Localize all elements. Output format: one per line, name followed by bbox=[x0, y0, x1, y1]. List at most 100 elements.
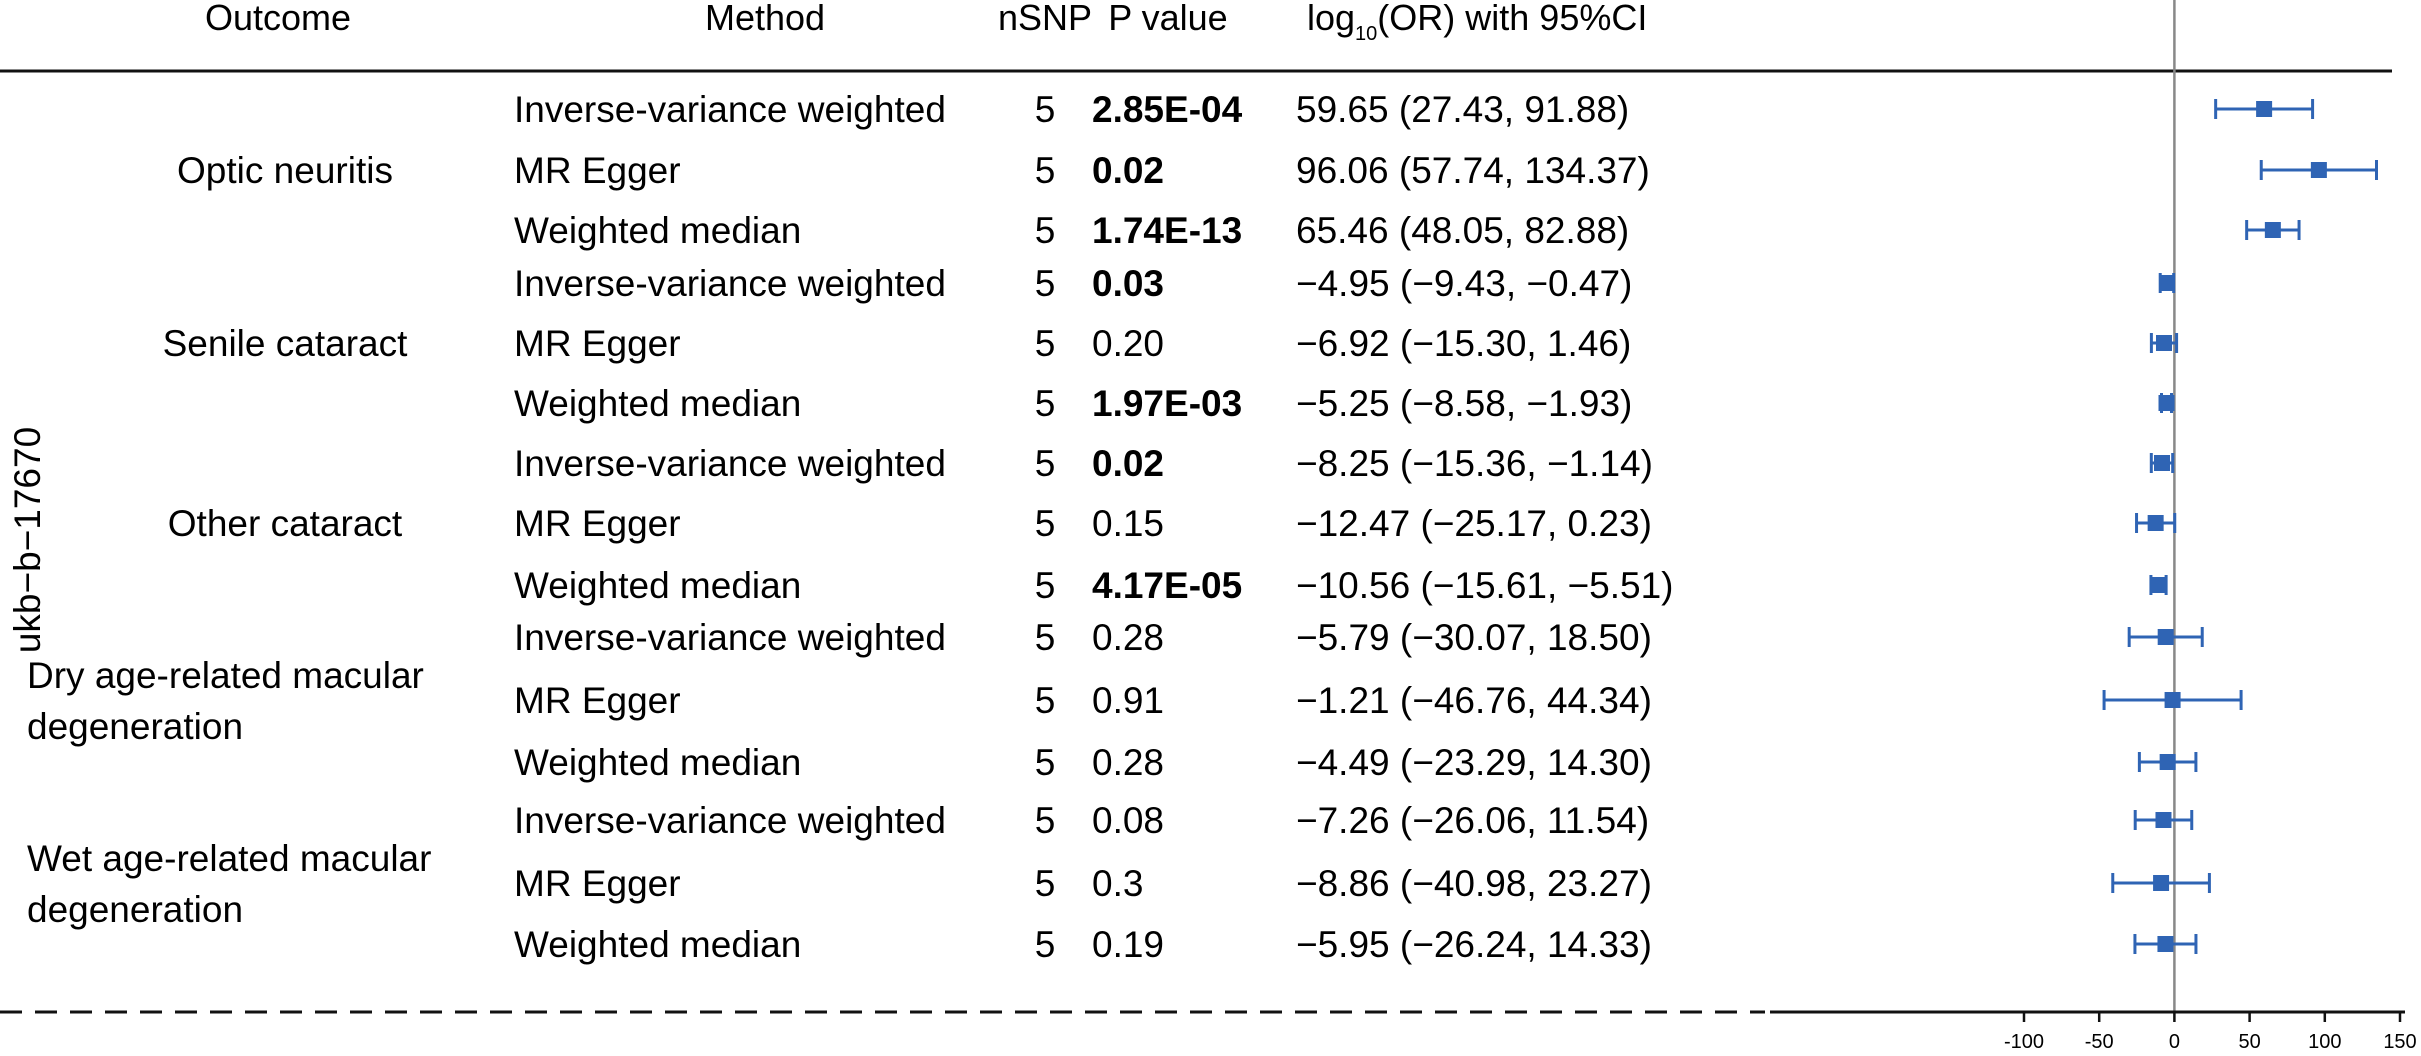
nsnp-cell: 5 bbox=[1035, 924, 1056, 965]
or-ci-cell: −5.79 (−30.07, 18.50) bbox=[1296, 617, 1652, 658]
x-tick-label: 50 bbox=[2238, 1031, 2260, 1053]
table-row: Weighted median 5 4.17E-05 −10.56 (−15.61, … bbox=[514, 565, 1674, 606]
ci-marks bbox=[2102, 99, 2378, 954]
pvalue-cell: 0.08 bbox=[1092, 800, 1164, 841]
nsnp-cell: 5 bbox=[1035, 863, 1056, 904]
method-cell: MR Egger bbox=[514, 680, 681, 721]
pvalue-cell: 0.91 bbox=[1092, 680, 1164, 721]
or-ci-cell: −1.21 (−46.76, 44.34) bbox=[1296, 680, 1652, 721]
nsnp-cell: 5 bbox=[1035, 565, 1056, 606]
method-cell: Inverse-variance weighted bbox=[514, 617, 946, 658]
ci-mark bbox=[2158, 393, 2175, 413]
or-ci-cell: 65.46 (48.05, 82.88) bbox=[1296, 210, 1629, 251]
result-rows: Inverse-variance weighted 5 2.85E-04 59.65 … bbox=[514, 89, 1674, 965]
table-row: Weighted median 5 1.97E-03 −5.25 (−8.58, −1… bbox=[514, 383, 1632, 424]
or-ci-cell: −5.25 (−8.58, −1.93) bbox=[1296, 383, 1632, 424]
pvalue-cell: 0.20 bbox=[1092, 323, 1164, 364]
pvalue-cell: 0.03 bbox=[1092, 263, 1164, 304]
outcome-label: Optic neuritis bbox=[177, 150, 393, 191]
or-ci-cell: −4.49 (−23.29, 14.30) bbox=[1296, 742, 1652, 783]
point-estimate bbox=[2150, 577, 2167, 593]
point-estimate bbox=[2147, 515, 2164, 531]
nsnp-cell: 5 bbox=[1035, 323, 1056, 364]
method-cell: MR Egger bbox=[514, 863, 681, 904]
point-estimate bbox=[2158, 275, 2175, 291]
table-header: Outcome Method nSNP P value log10(OR) wi… bbox=[205, 0, 1647, 45]
nsnp-cell: 5 bbox=[1035, 680, 1056, 721]
method-cell: Weighted median bbox=[514, 742, 801, 783]
method-cell: Weighted median bbox=[514, 565, 801, 606]
x-tick-label: 150 bbox=[2383, 1031, 2416, 1053]
table-row: MR Egger 5 0.20 −6.92 (−15.30, 1.46) bbox=[514, 323, 1631, 364]
outcome-label: Wet age-related macular degeneration bbox=[27, 838, 431, 930]
table-row: MR Egger 5 0.02 96.06 (57.74, 134.37) bbox=[514, 150, 1650, 191]
point-estimate bbox=[2153, 875, 2170, 891]
header-nsnp: nSNP bbox=[998, 0, 1092, 38]
table-row: MR Egger 5 0.15 −12.47 (−25.17, 0.23) bbox=[514, 503, 1652, 544]
method-cell: MR Egger bbox=[514, 323, 681, 364]
x-tick-label: -50 bbox=[2085, 1031, 2114, 1053]
pvalue-cell: 2.85E-04 bbox=[1092, 89, 1243, 130]
pvalue-cell: 0.19 bbox=[1092, 924, 1164, 965]
ci-mark bbox=[2133, 810, 2194, 830]
ci-mark bbox=[2245, 220, 2301, 240]
point-estimate bbox=[2155, 335, 2172, 351]
method-cell: Weighted median bbox=[514, 383, 801, 424]
or-ci-cell: −8.25 (−15.36, −1.14) bbox=[1296, 443, 1653, 484]
table-row: Inverse-variance weighted 5 0.02 −8.25 (−15… bbox=[514, 443, 1653, 484]
header-or-prefix: log bbox=[1307, 0, 1355, 38]
nsnp-cell: 5 bbox=[1035, 89, 1056, 130]
point-estimate bbox=[2159, 754, 2176, 770]
point-estimate bbox=[2158, 395, 2175, 411]
method-cell: Inverse-variance weighted bbox=[514, 443, 946, 484]
outcome-label: Other cataract bbox=[168, 503, 403, 544]
outcome-group-labels: Optic neuritis Senile cataract Other catar… bbox=[27, 150, 431, 930]
pvalue-cell: 1.74E-13 bbox=[1092, 210, 1242, 251]
or-ci-cell: −4.95 (−9.43, −0.47) bbox=[1296, 263, 1632, 304]
pvalue-cell: 0.3 bbox=[1092, 863, 1143, 904]
header-pvalue: P value bbox=[1108, 0, 1227, 38]
table-row: Inverse-variance weighted 5 0.03 −4.95 (−9.… bbox=[514, 263, 1632, 304]
ci-mark bbox=[2111, 873, 2211, 893]
header-method: Method bbox=[705, 0, 825, 38]
ci-mark bbox=[2149, 575, 2168, 595]
outcome-label: Dry age-related macular degeneration bbox=[27, 655, 424, 747]
table-row: Inverse-variance weighted 5 0.28 −5.79 (−30… bbox=[514, 617, 1652, 658]
table-row: Weighted median 5 1.74E-13 65.46 (48.05, 82… bbox=[514, 210, 1629, 251]
nsnp-cell: 5 bbox=[1035, 210, 1056, 251]
or-ci-cell: −5.95 (−26.24, 14.33) bbox=[1296, 924, 1652, 965]
outcome-label-line: degeneration bbox=[27, 706, 243, 747]
pvalue-cell: 0.28 bbox=[1092, 617, 1164, 658]
ci-mark bbox=[2127, 627, 2204, 647]
outcome-label: Senile cataract bbox=[163, 323, 408, 364]
nsnp-cell: 5 bbox=[1035, 617, 1056, 658]
or-ci-cell: 96.06 (57.74, 134.37) bbox=[1296, 150, 1650, 191]
table-row: Inverse-variance weighted 5 2.85E-04 59.65 … bbox=[514, 89, 1629, 130]
ci-mark bbox=[2158, 273, 2176, 293]
ci-mark bbox=[2149, 453, 2175, 473]
point-estimate bbox=[2155, 812, 2172, 828]
table-row: Weighted median 5 0.28 −4.49 (−23.29, 14.30… bbox=[514, 742, 1652, 783]
point-estimate bbox=[2153, 455, 2170, 471]
method-cell: Weighted median bbox=[514, 924, 801, 965]
pvalue-cell: 1.97E-03 bbox=[1092, 383, 1242, 424]
or-ci-cell: −10.56 (−15.61, −5.51) bbox=[1296, 565, 1674, 606]
or-ci-cell: −12.47 (−25.17, 0.23) bbox=[1296, 503, 1652, 544]
outcome-label-line: degeneration bbox=[27, 889, 243, 930]
nsnp-cell: 5 bbox=[1035, 742, 1056, 783]
method-cell: MR Egger bbox=[514, 503, 681, 544]
header-outcome: Outcome bbox=[205, 0, 351, 38]
header-or-sub: 10 bbox=[1355, 23, 1377, 45]
exposure-label: ukb−b−17670 bbox=[7, 427, 48, 653]
or-ci-cell: 59.65 (27.43, 91.88) bbox=[1296, 89, 1629, 130]
outcome-label-line: Dry age-related macular bbox=[27, 655, 424, 696]
table-row: Inverse-variance weighted 5 0.08 −7.26 (−26… bbox=[514, 800, 1649, 841]
pvalue-cell: 0.02 bbox=[1092, 150, 1164, 191]
point-estimate bbox=[2310, 162, 2327, 178]
point-estimate bbox=[2164, 692, 2181, 708]
ci-mark bbox=[2135, 513, 2177, 533]
nsnp-cell: 5 bbox=[1035, 443, 1056, 484]
ci-mark bbox=[2149, 333, 2179, 353]
point-estimate bbox=[2157, 629, 2174, 645]
method-cell: Inverse-variance weighted bbox=[514, 263, 946, 304]
